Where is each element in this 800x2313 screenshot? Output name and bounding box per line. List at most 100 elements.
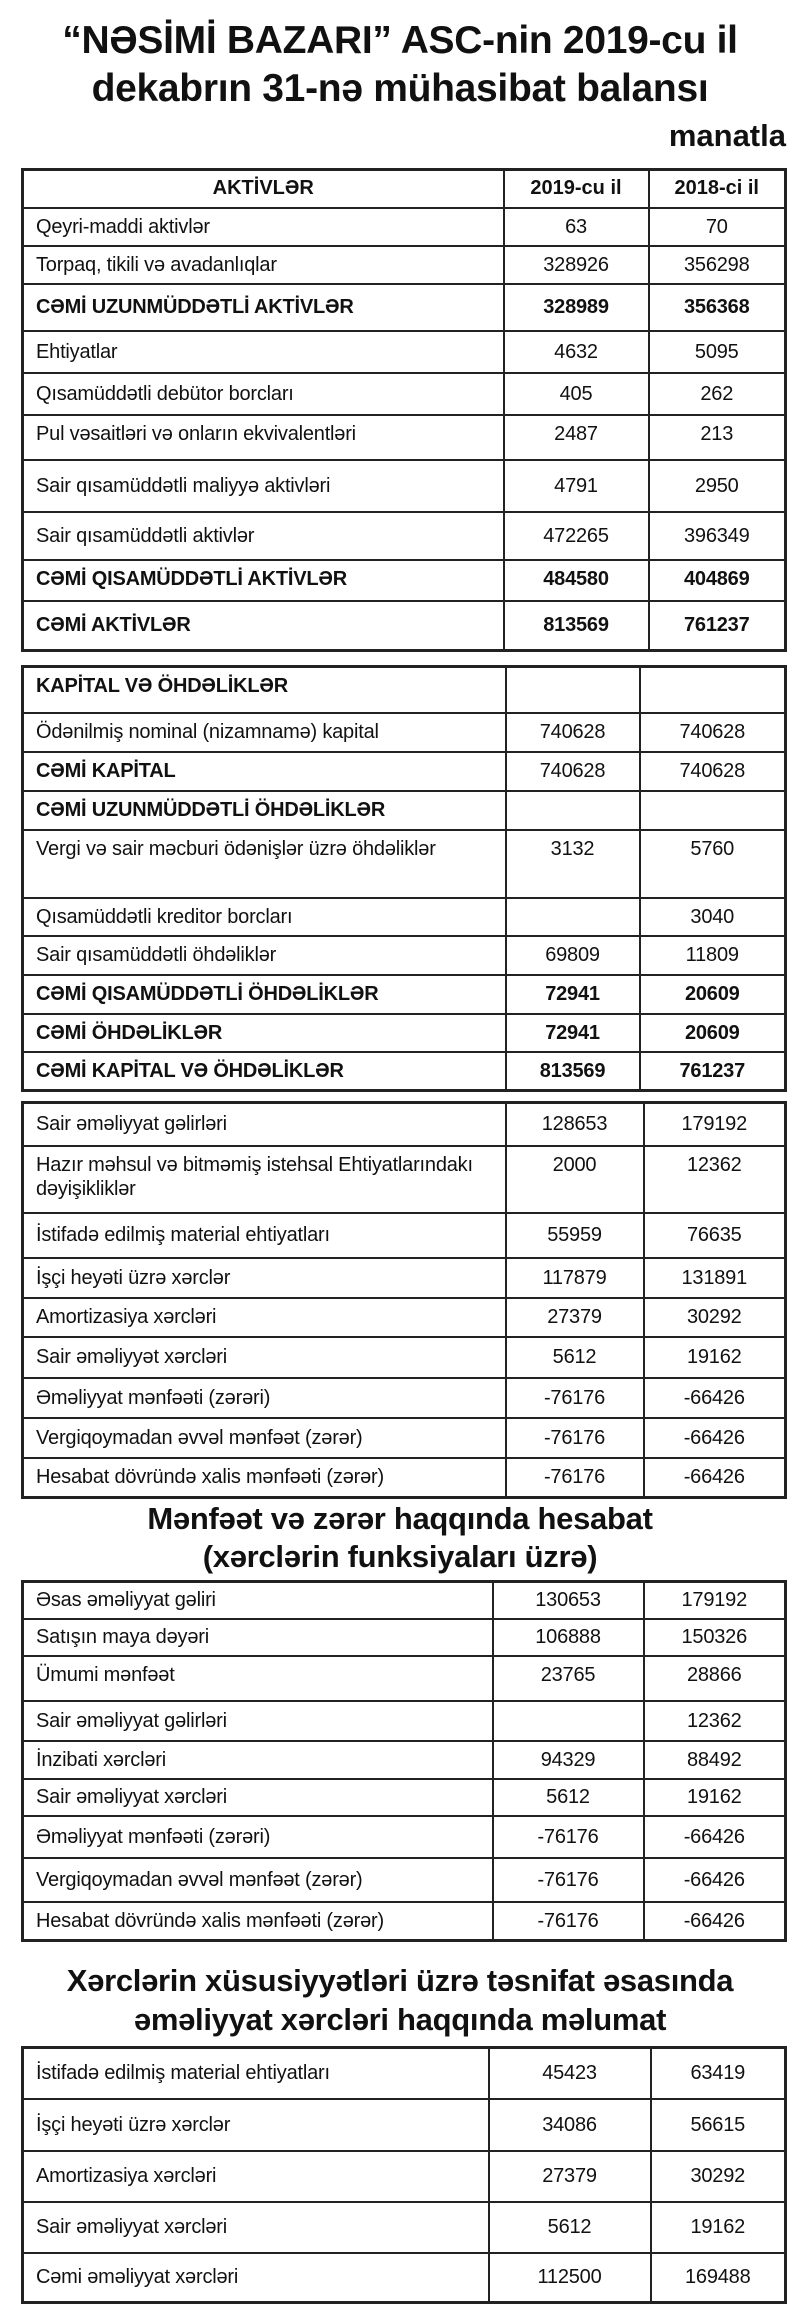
table-row: CƏMİ KAPİTAL 740628 740628 (21, 750, 787, 792)
row-label: İnzibati xərcləri (21, 1739, 494, 1780)
value-2018: 740628 (638, 750, 787, 792)
table-row: Vergi və sair məcburi ödənişlər üzrə öhd… (21, 828, 787, 899)
row-label: Cəmi əməliyyat xərcləri (21, 2251, 490, 2304)
value-2018: 179192 (642, 1580, 787, 1620)
value-2019: 106888 (491, 1617, 645, 1657)
table-row: Sair əməliyyat xərcləri 5612 19162 (21, 2200, 787, 2254)
row-label: Hazır məhsul və bitməmiş istehsal Ehtiya… (21, 1144, 507, 1214)
value-2018: 30292 (649, 2149, 787, 2203)
value-2018: 20609 (638, 973, 787, 1015)
value-2018: -66426 (642, 1376, 787, 1419)
value-2019 (504, 789, 641, 831)
table-row: Əməliyyat mənfəəti (zərəri) -76176 -66426 (21, 1376, 787, 1419)
row-label: İstifadə edilmiş material ehtiyatları (21, 1211, 507, 1259)
row-label: Vergi və sair məcburi ödənişlər üzrə öhd… (21, 828, 507, 899)
year-2019-column-header: 2019-cu il (502, 168, 650, 209)
value-2019: 69809 (504, 934, 641, 976)
row-label: CƏMİ QISAMÜDDƏTLİ ÖHDƏLİKLƏR (21, 973, 507, 1015)
value-2018: 3040 (638, 896, 787, 937)
year-2018-column-header: 2018-ci il (647, 168, 787, 209)
value-2019: 472265 (502, 510, 650, 561)
value-2018: 56615 (649, 2097, 787, 2152)
income-statement-title-line2: (xərclərin funksiyaları üzrə) (202, 1539, 598, 1574)
value-2019: 328989 (502, 282, 650, 332)
row-label: CƏMİ UZUNMÜDDƏTLİ ÖHDƏLİKLƏR (21, 789, 507, 831)
value-2018 (638, 665, 787, 714)
value-2019: 128653 (504, 1101, 645, 1147)
table-row: Vergiqoymadan əvvəl mənfəət (zərər) -7617… (21, 1416, 787, 1459)
table-row: Sair qısamüddətli aktivlər 472265 396349 (21, 510, 787, 561)
row-label: İşçi heyəti üzrə xərclər (21, 2097, 490, 2152)
row-label: Sair əməliyyat xərcləri (21, 1777, 494, 1817)
value-2018: 740628 (638, 711, 787, 753)
table-row: Amortizasiya xərcləri 27379 30292 (21, 2149, 787, 2203)
value-2018: 262 (647, 371, 787, 416)
table-row: Sair əməliyyat gəlirləri 12362 (21, 1699, 787, 1742)
value-2019: 740628 (504, 750, 641, 792)
value-2018: 356298 (647, 244, 787, 285)
value-2019: 23765 (491, 1654, 645, 1702)
table-row: Hazır məhsul və bitməmiş istehsal Ehtiya… (21, 1144, 787, 1214)
table-row: Sair əməliyyət xərcləri 5612 19162 (21, 1335, 787, 1379)
row-label: İstifadə edilmiş material ehtiyatları (21, 2046, 490, 2100)
table-row: Ümumi mənfəət 23765 28866 (21, 1654, 787, 1702)
table-row: Amortizasiya xərcləri 27379 30292 (21, 1296, 787, 1338)
value-2018: 19162 (649, 2200, 787, 2254)
value-2018: 19162 (642, 1335, 787, 1379)
row-label: Hesabat dövründə xalis mənfəəti (zərər) (21, 1900, 494, 1942)
table-row: İstifadə edilmiş material ehtiyatları 454… (21, 2046, 787, 2100)
value-2018: -66426 (642, 1814, 787, 1859)
table-row: İstifadə edilmiş material ehtiyatları 559… (21, 1211, 787, 1259)
table-row: CƏMİ QISAMÜDDƏTLİ ÖHDƏLİKLƏR 72941 20609 (21, 973, 787, 1015)
value-2019: 4791 (502, 458, 650, 513)
value-2018: -66426 (642, 1900, 787, 1942)
table-row: CƏMİ QISAMÜDDƏTLİ AKTİVLƏR 484580 404869 (21, 558, 787, 602)
value-2019: 328926 (502, 244, 650, 285)
value-2018: 12362 (642, 1699, 787, 1742)
value-2018: -66426 (642, 1456, 787, 1499)
value-2019: 27379 (487, 2149, 652, 2203)
table-row: İnzibati xərcləri 94329 88492 (21, 1739, 787, 1780)
value-2019: 27379 (504, 1296, 645, 1338)
value-2018: 213 (647, 413, 787, 461)
expenses-title-line1: Xərclərin xüsusiyyətləri üzrə təsnifat ə… (66, 1963, 734, 1998)
row-label: Sair əməliyyat gəlirləri (21, 1699, 494, 1742)
row-label: Sair əməliyyət xərcləri (21, 1335, 507, 1379)
value-2019: 94329 (491, 1739, 645, 1780)
value-2019: 5612 (487, 2200, 652, 2254)
row-label: Satışın maya dəyəri (21, 1617, 494, 1657)
value-2018: 179192 (642, 1101, 787, 1147)
value-2018: 20609 (638, 1012, 787, 1053)
row-label: Sair qısamüddətli maliyyə aktivləri (21, 458, 505, 513)
table-row: Ehtiyatlar 4632 5095 (21, 329, 787, 374)
row-label: Sair əməliyyat gəlirləri (21, 1101, 507, 1147)
value-2019: 72941 (504, 1012, 641, 1053)
value-2019: 130653 (491, 1580, 645, 1620)
expenses-title-line2: əməliyyat xərcləri haqqında məlumat (133, 2002, 667, 2037)
table-row: Qeyri-maddi aktivlər 63 70 (21, 206, 787, 247)
value-2019: 3132 (504, 828, 641, 899)
value-2018: 70 (647, 206, 787, 247)
row-label: Vergiqoymadan əvvəl mənfəət (zərər) (21, 1416, 507, 1459)
table-row: İşçi heyəti üzrə xərclər 34086 56615 (21, 2097, 787, 2152)
value-2019 (504, 896, 641, 937)
value-2019: 2000 (504, 1144, 645, 1214)
value-2019: 5612 (491, 1777, 645, 1817)
table-row: CƏMİ AKTİVLƏR 813569 761237 (21, 599, 787, 652)
row-label: Hesabat dövründə xalis mənfəəti (zərər) (21, 1456, 507, 1499)
value-2019: 55959 (504, 1211, 645, 1259)
value-2018 (638, 789, 787, 831)
value-2019: 484580 (502, 558, 650, 602)
value-2018: 30292 (642, 1296, 787, 1338)
value-2019: 112500 (487, 2251, 652, 2304)
value-2018: 761237 (647, 599, 787, 652)
table-row: Sair qısamüddətli öhdəliklər 69809 11809 (21, 934, 787, 976)
table-row: Əməliyyat mənfəəti (zərəri) -76176 -66426 (21, 1814, 787, 1859)
expenses-by-nature-table: İstifadə edilmiş material ehtiyatları 454… (21, 2046, 787, 2304)
table-row: Hesabat dövründə xalis mənfəəti (zərər) -… (21, 1900, 787, 1942)
table-row: CƏMİ UZUNMÜDDƏTLİ ÖHDƏLİKLƏR (21, 789, 787, 831)
table-row: Hesabat dövründə xalis mənfəəti (zərər) -… (21, 1456, 787, 1499)
income-statement-table: Əsas əməliyyat gəliri 130653 179192 Satışın… (21, 1580, 787, 1942)
row-label: CƏMİ KAPİTAL (21, 750, 507, 792)
row-label: CƏMİ ÖHDƏLİKLƏR (21, 1012, 507, 1053)
